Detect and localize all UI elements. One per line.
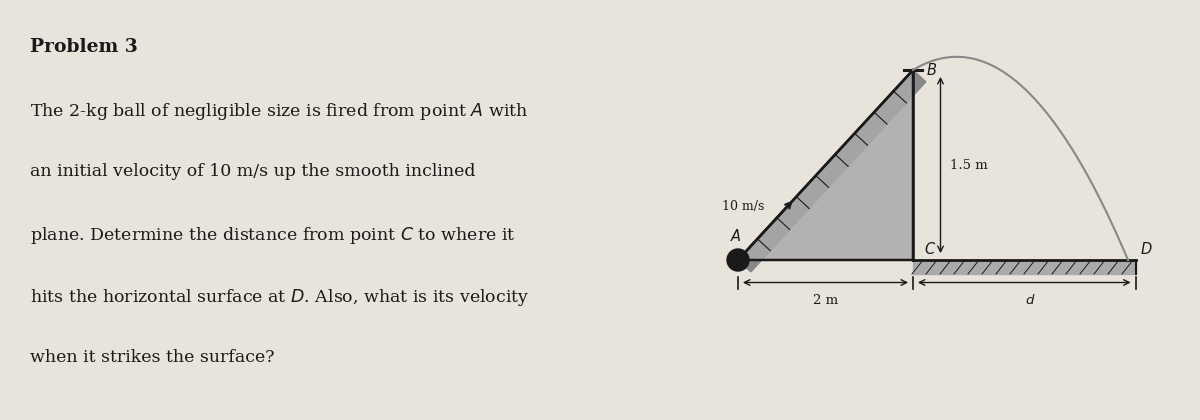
Text: when it strikes the surface?: when it strikes the surface? — [30, 349, 275, 366]
Text: plane. Determine the distance from point $C$ to where it: plane. Determine the distance from point… — [30, 225, 516, 246]
Text: The 2-kg ball of negligible size is fired from point $A$ with: The 2-kg ball of negligible size is fire… — [30, 101, 528, 122]
Polygon shape — [738, 70, 926, 272]
Circle shape — [727, 249, 749, 271]
Text: $C$: $C$ — [924, 241, 936, 257]
Text: 1.5 m: 1.5 m — [949, 158, 988, 171]
Polygon shape — [913, 260, 1135, 274]
Text: $A$: $A$ — [730, 228, 742, 244]
Text: 10 m/s: 10 m/s — [722, 200, 764, 213]
Text: $B$: $B$ — [925, 62, 937, 78]
Polygon shape — [738, 70, 913, 260]
Text: $d$: $d$ — [1025, 294, 1036, 307]
Text: $D$: $D$ — [1140, 241, 1153, 257]
Text: Problem 3: Problem 3 — [30, 38, 138, 56]
Text: 2 m: 2 m — [812, 294, 838, 307]
Text: an initial velocity of 10 m/s up the smooth inclined: an initial velocity of 10 m/s up the smo… — [30, 163, 475, 180]
Text: hits the horizontal surface at $D$. Also, what is its velocity: hits the horizontal surface at $D$. Also… — [30, 287, 529, 308]
